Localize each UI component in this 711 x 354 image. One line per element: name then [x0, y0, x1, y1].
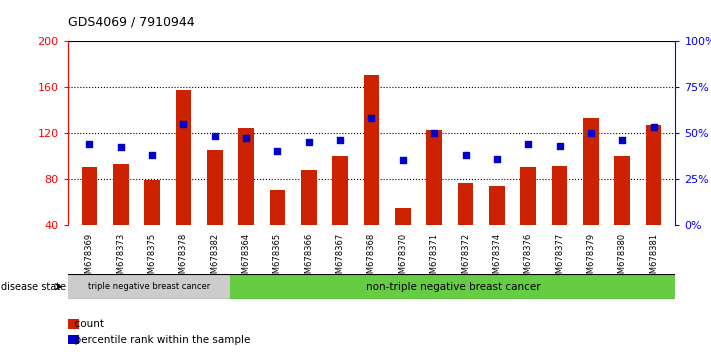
- Point: [460, 152, 471, 158]
- Bar: [82, 167, 97, 225]
- Bar: [176, 90, 191, 225]
- Point: [303, 139, 314, 145]
- Point: [209, 133, 220, 139]
- Text: non-triple negative breast cancer: non-triple negative breast cancer: [365, 282, 540, 292]
- Bar: [144, 180, 160, 225]
- Bar: [489, 185, 505, 225]
- Bar: [395, 207, 411, 225]
- Bar: [614, 156, 630, 225]
- Bar: [552, 166, 567, 225]
- Point: [178, 121, 189, 126]
- Text: disease state: disease state: [1, 282, 66, 292]
- Point: [648, 124, 659, 130]
- Bar: [646, 125, 661, 225]
- Point: [523, 141, 534, 147]
- Bar: [520, 167, 536, 225]
- Text: triple negative breast cancer: triple negative breast cancer: [88, 282, 210, 291]
- Bar: [301, 170, 316, 225]
- Point: [397, 158, 409, 163]
- Point: [146, 152, 158, 158]
- Point: [616, 137, 628, 143]
- Bar: [583, 118, 599, 225]
- Bar: [238, 128, 254, 225]
- Bar: [427, 130, 442, 225]
- Bar: [332, 156, 348, 225]
- Bar: [207, 150, 223, 225]
- Bar: [68, 274, 230, 299]
- Point: [429, 130, 440, 136]
- Point: [115, 145, 127, 150]
- Text: count: count: [68, 319, 104, 329]
- Bar: [458, 183, 474, 225]
- Point: [84, 141, 95, 147]
- Point: [554, 143, 565, 148]
- Point: [585, 130, 597, 136]
- Bar: [269, 190, 285, 225]
- Point: [334, 137, 346, 143]
- Bar: [113, 164, 129, 225]
- Bar: [230, 274, 675, 299]
- Bar: [363, 75, 380, 225]
- Point: [272, 148, 283, 154]
- Point: [366, 115, 378, 121]
- Text: GDS4069 / 7910944: GDS4069 / 7910944: [68, 16, 194, 29]
- Text: percentile rank within the sample: percentile rank within the sample: [68, 335, 250, 345]
- Point: [491, 156, 503, 161]
- Point: [240, 136, 252, 141]
